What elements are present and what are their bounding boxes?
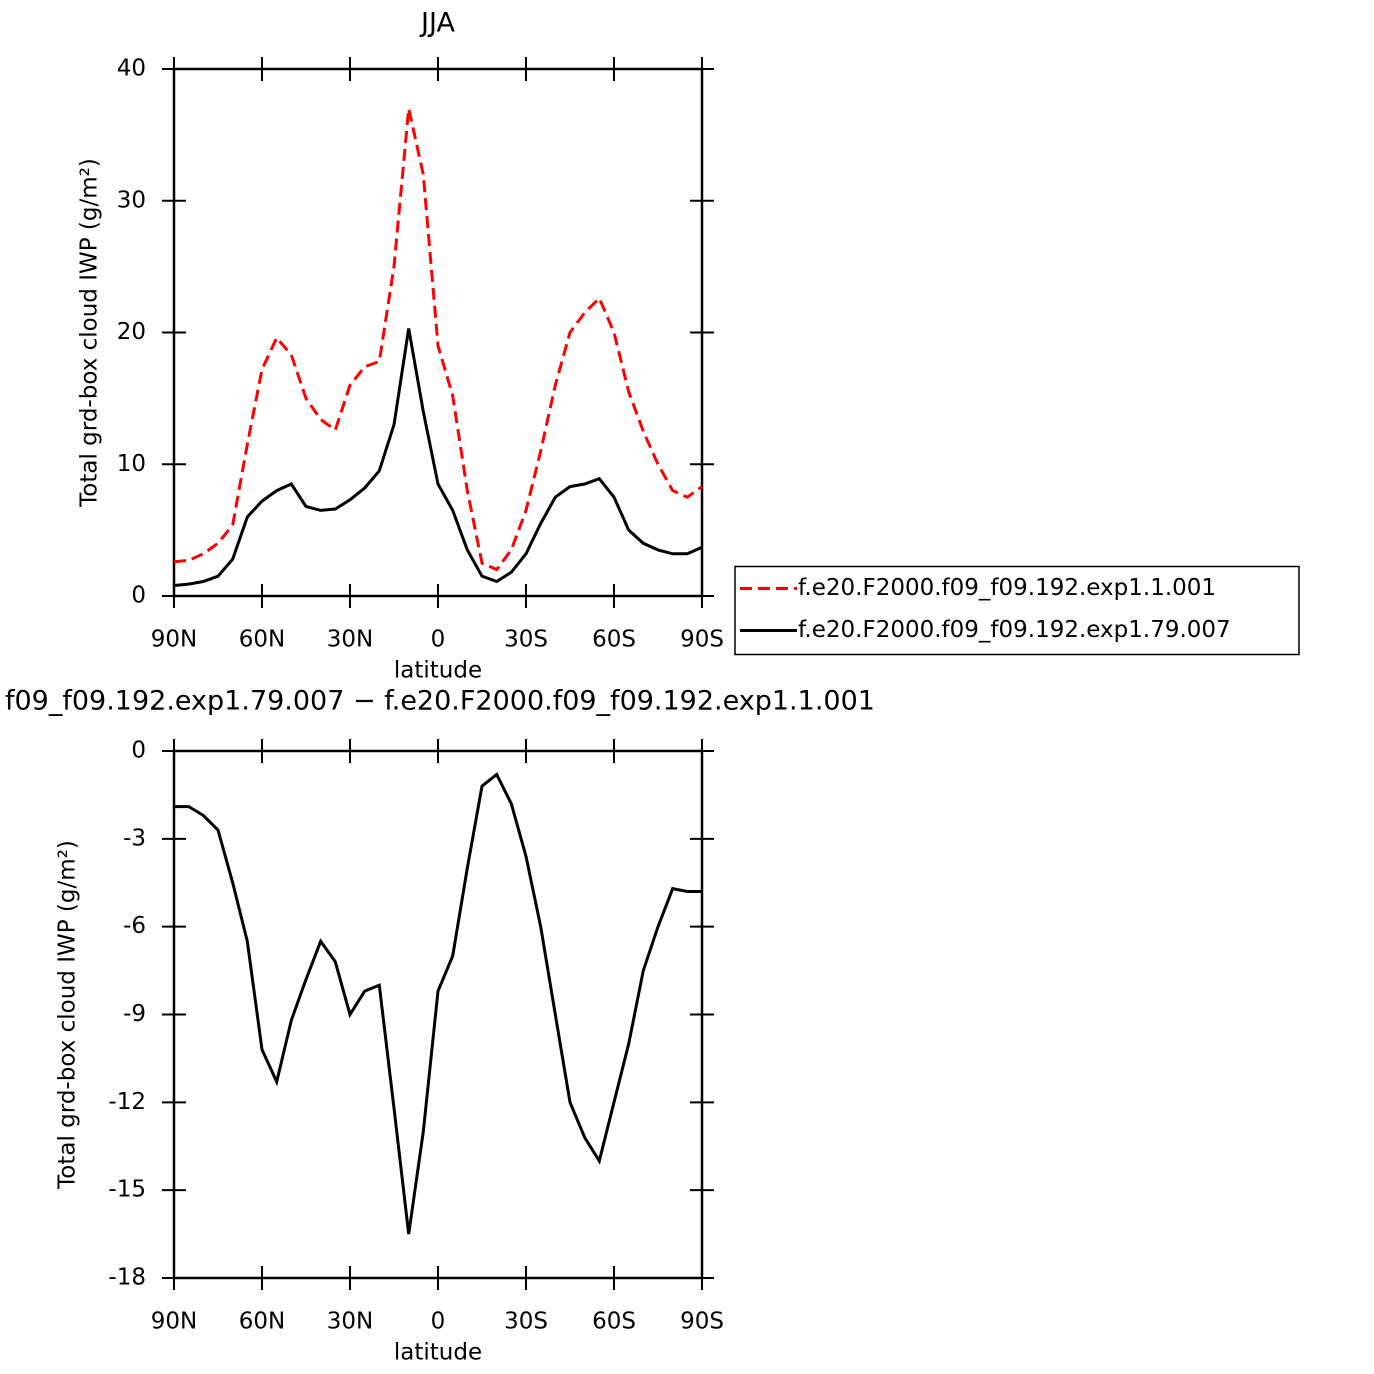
x-tick-label: 60S xyxy=(592,627,636,653)
y-tick-label: 0 xyxy=(131,738,146,764)
y-axis-label: Total grd-box cloud IWP (g/m²) xyxy=(55,840,81,1190)
x-tick-label: 90S xyxy=(680,1309,724,1335)
x-tick-label: 30N xyxy=(327,1309,373,1335)
legend-box xyxy=(734,565,1300,656)
y-tick-label: -15 xyxy=(108,1177,146,1203)
x-tick-label: 90N xyxy=(151,627,197,653)
x-tick-label: 30N xyxy=(327,627,373,653)
x-tick-label: 90N xyxy=(151,1309,197,1335)
x-axis-label: latitude xyxy=(394,1340,482,1366)
y-tick-label: 30 xyxy=(117,187,146,213)
chart-title: f09_f09.192.exp1.79.007 − f.e20.F2000.f0… xyxy=(5,686,875,717)
y-tick-label: -6 xyxy=(123,913,146,939)
x-tick-label: 30S xyxy=(504,627,548,653)
data-line xyxy=(174,772,702,1235)
x-tick-label: 0 xyxy=(431,1309,446,1335)
y-tick-label: 40 xyxy=(117,56,146,82)
y-tick-label: 10 xyxy=(117,451,146,477)
x-tick-label: 60S xyxy=(592,1309,636,1335)
x-tick-label: 90S xyxy=(680,627,724,653)
x-tick-label: 60N xyxy=(239,1309,285,1335)
chart-title: JJA xyxy=(419,8,455,39)
x-axis-label: latitude xyxy=(394,658,482,684)
y-tick-label: 20 xyxy=(117,319,146,345)
y-tick-label: -9 xyxy=(123,1001,146,1027)
x-tick-label: 30S xyxy=(504,1309,548,1335)
x-tick-label: 0 xyxy=(431,627,446,653)
data-line xyxy=(173,328,703,587)
legend-label: f.e20.F2000.f09_f09.192.exp1.79.007 xyxy=(798,617,1231,643)
data-line xyxy=(173,108,703,572)
legend-label: f.e20.F2000.f09_f09.192.exp1.1.001 xyxy=(798,575,1216,601)
x-tick-label: 60N xyxy=(239,627,285,653)
plot-frame xyxy=(172,749,704,1280)
y-axis-label: Total grd-box cloud IWP (g/m²) xyxy=(77,158,103,508)
y-tick-label: -12 xyxy=(108,1089,146,1115)
y-tick-label: 0 xyxy=(131,583,146,609)
y-tick-label: -3 xyxy=(123,825,146,851)
y-tick-label: -18 xyxy=(108,1265,146,1291)
